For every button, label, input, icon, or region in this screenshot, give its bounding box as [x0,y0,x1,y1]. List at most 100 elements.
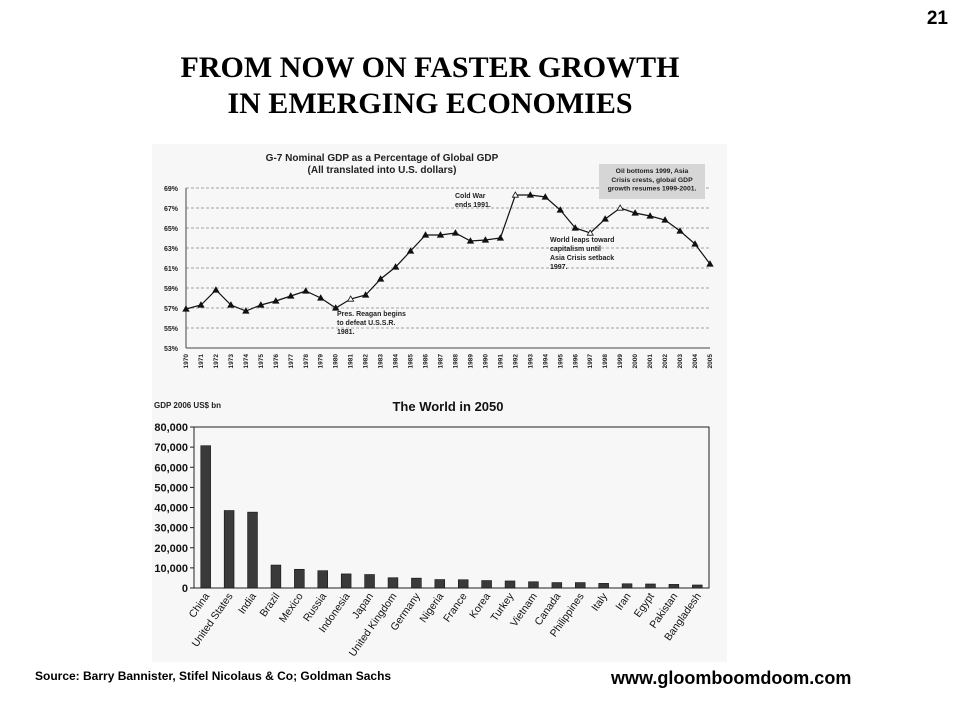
line-x-tick-label: 1991 [497,354,504,369]
line-data-point [451,229,460,236]
bar-y-tick-label: 10,000 [154,563,188,575]
charts-canvas: G-7 Nominal GDP as a Percentage of Globa… [154,153,714,659]
line-data-point [346,295,355,302]
line-x-tick-label: 1980 [333,354,340,369]
bar-y-tick-label: 60,000 [154,462,188,474]
line-data-point [676,227,684,234]
bar-vietnam [528,581,539,589]
line-data-point [302,287,310,294]
bar-y-axis-title: GDP 2006 US$ bn [154,401,221,410]
line-data-point [526,191,535,198]
bar-united-kingdom [387,577,399,589]
bar-y-tick-label: 20,000 [154,543,188,555]
line-data-point [646,212,654,219]
line-x-tick-label: 1985 [408,354,415,369]
line-data-point [242,307,250,314]
bar-russia [317,570,328,589]
line-x-tick-label: 1977 [288,354,295,369]
line-x-tick-label: 1992 [512,354,519,369]
line-x-tick-label: 1983 [378,354,385,369]
line-y-tick-label: 53% [164,346,179,353]
line-x-tick-label: 1986 [423,354,430,369]
line-x-tick-label: 2002 [662,354,669,369]
bar-x-tick-label: Mexico [277,591,306,625]
line-y-tick-label: 57% [164,306,179,313]
bar-bangladesh [692,584,703,589]
bar-x-tick-label: Nigeria [417,591,446,625]
line-x-tick-label: 1971 [198,354,205,369]
bar-united-states [223,510,235,589]
line-x-tick-label: 1984 [393,354,400,369]
line-x-tick-label: 1979 [318,354,325,369]
line-data-point [691,240,699,247]
bar-germany [411,577,422,589]
line-data-point [556,206,564,213]
line-x-tick-label: 1988 [452,354,459,369]
bar-y-tick-label: 50,000 [154,482,188,494]
line-x-tick-label: 2001 [647,354,654,369]
line-data-point [257,301,265,308]
bar-chart-title: The World in 2050 [392,399,503,414]
line-data-point [332,304,340,311]
bar-x-tick-label: Iran [613,591,633,613]
line-data-point [481,236,490,243]
bar-mexico [294,568,305,589]
bar-y-tick-label: 40,000 [154,503,188,515]
line-data-point [541,193,550,200]
line-x-tick-label: 1982 [363,354,370,369]
line-series-path [185,194,711,312]
bar-japan [364,574,375,589]
line-y-tick-label: 69% [164,186,179,193]
source-note: Source: Barry Bannister, Stifel Nicolaus… [35,669,392,683]
line-x-tick-label: 1989 [467,354,474,369]
line-x-tick-label: 1975 [258,354,265,369]
bar-y-tick-label: 70,000 [154,442,188,454]
line-data-point [661,216,669,223]
line-data-point [586,229,594,236]
line-data-point [466,237,475,244]
line-x-tick-label: 1998 [602,354,609,369]
line-x-tick-label: 2005 [707,354,714,369]
line-data-point [212,286,220,293]
bar-brazil [270,564,282,589]
line-x-tick-label: 1981 [348,354,355,369]
annotation-oil-bg [599,164,705,199]
bar-y-tick-label: 30,000 [154,523,188,535]
annotation-cold-war: Cold War ends 1991. [455,193,491,209]
line-x-tick-label: 1973 [228,354,235,369]
line-x-tick-label: 1997 [587,354,594,369]
bar-nigeria [434,579,446,589]
line-data-point [406,247,415,254]
line-data-point [376,275,385,282]
bar-plot-frame [193,426,710,589]
line-data-point [496,234,505,241]
line-data-point [391,263,400,270]
line-x-tick-label: 1999 [617,354,624,369]
bar-china [200,445,211,589]
bar-indonesia [340,573,352,589]
line-data-point [511,191,520,198]
line-data-point [571,224,579,231]
website-url: www.gloomboomdoom.com [611,668,852,688]
line-data-point [616,204,624,211]
bar-x-tick-label: Italy [589,590,610,613]
line-x-tick-label: 1990 [482,354,489,369]
line-x-tick-label: 2004 [692,354,699,369]
line-chart-title: G-7 Nominal GDP as a Percentage of Globa… [266,153,499,164]
line-data-point [272,297,280,304]
bar-italy [598,583,609,589]
line-data-point [197,301,205,308]
line-x-tick-label: 2000 [632,354,639,369]
line-x-tick-label: 1996 [572,354,579,369]
line-y-tick-label: 59% [164,286,179,293]
line-y-tick-label: 55% [164,326,179,333]
line-data-point [631,209,639,216]
bar-pakistan [668,584,680,589]
line-data-point [436,231,445,238]
bar-x-tick-label: India [236,591,259,617]
bar-turkey [504,580,516,589]
line-data-point [706,260,714,267]
line-x-tick-label: 1972 [213,354,220,369]
line-data-point [227,301,235,308]
line-x-tick-label: 1994 [542,354,549,369]
